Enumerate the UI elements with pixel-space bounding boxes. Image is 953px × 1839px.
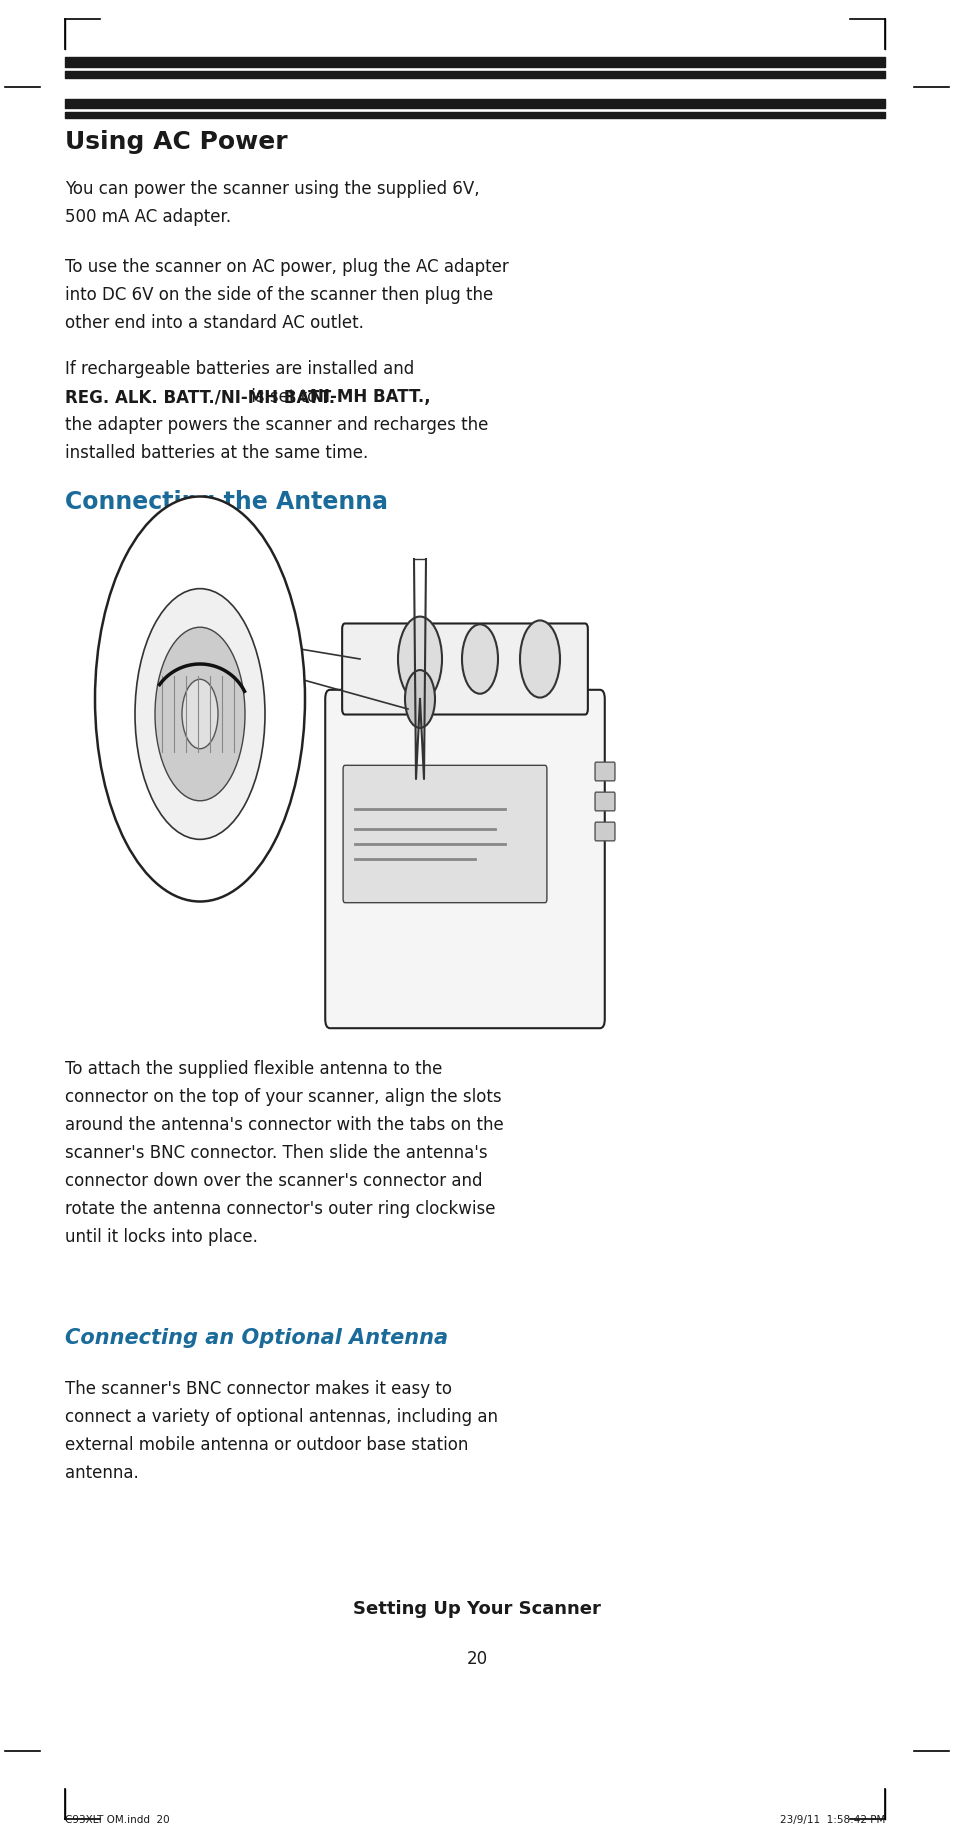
Text: 500 mA AC adapter.: 500 mA AC adapter. — [65, 208, 231, 226]
Text: connect a variety of optional antennas, including an: connect a variety of optional antennas, … — [65, 1407, 497, 1425]
FancyBboxPatch shape — [325, 690, 604, 1028]
Text: REG. ALK. BATT./NI-MH BATT.: REG. ALK. BATT./NI-MH BATT. — [65, 388, 335, 406]
Text: connector on the top of your scanner, align the slots: connector on the top of your scanner, al… — [65, 1087, 501, 1105]
Circle shape — [95, 497, 305, 901]
Text: external mobile antenna or outdoor base station: external mobile antenna or outdoor base … — [65, 1434, 468, 1453]
Text: installed batteries at the same time.: installed batteries at the same time. — [65, 443, 368, 462]
Text: The scanner's BNC connector makes it easy to: The scanner's BNC connector makes it eas… — [65, 1379, 452, 1398]
FancyBboxPatch shape — [595, 793, 615, 811]
Text: Connecting the Antenna: Connecting the Antenna — [65, 489, 388, 513]
Text: around the antenna's connector with the tabs on the: around the antenna's connector with the … — [65, 1116, 503, 1133]
Text: 20: 20 — [466, 1650, 487, 1668]
Circle shape — [397, 618, 441, 702]
Text: the adapter powers the scanner and recharges the: the adapter powers the scanner and recha… — [65, 416, 488, 434]
Text: C93XLT OM.indd  20: C93XLT OM.indd 20 — [65, 1813, 170, 1824]
Text: antenna.: antenna. — [65, 1464, 138, 1480]
Text: until it locks into place.: until it locks into place. — [65, 1227, 257, 1245]
Text: Connecting an Optional Antenna: Connecting an Optional Antenna — [65, 1328, 448, 1348]
Text: You can power the scanner using the supplied 6V,: You can power the scanner using the supp… — [65, 180, 479, 199]
Text: Setting Up Your Scanner: Setting Up Your Scanner — [353, 1600, 600, 1616]
Text: To attach the supplied flexible antenna to the: To attach the supplied flexible antenna … — [65, 1059, 442, 1078]
Text: Using AC Power: Using AC Power — [65, 131, 287, 154]
FancyBboxPatch shape — [343, 765, 546, 903]
Text: is set to: is set to — [246, 388, 322, 406]
FancyBboxPatch shape — [342, 623, 587, 715]
Circle shape — [135, 588, 265, 840]
Text: rotate the antenna connector's outer ring clockwise: rotate the antenna connector's outer rin… — [65, 1199, 495, 1217]
Circle shape — [461, 625, 497, 695]
Circle shape — [405, 671, 435, 728]
Text: To use the scanner on AC power, plug the AC adapter: To use the scanner on AC power, plug the… — [65, 257, 508, 276]
Text: other end into a standard AC outlet.: other end into a standard AC outlet. — [65, 314, 363, 331]
Text: into DC 6V on the side of the scanner then plug the: into DC 6V on the side of the scanner th… — [65, 285, 493, 303]
Text: connector down over the scanner's connector and: connector down over the scanner's connec… — [65, 1171, 482, 1190]
Text: 23/9/11  1:58:42 PM: 23/9/11 1:58:42 PM — [779, 1813, 884, 1824]
FancyBboxPatch shape — [595, 763, 615, 782]
Text: scanner's BNC connector. Then slide the antenna's: scanner's BNC connector. Then slide the … — [65, 1144, 487, 1162]
FancyBboxPatch shape — [595, 822, 615, 842]
Text: NI-MH BATT.,: NI-MH BATT., — [310, 388, 430, 406]
Circle shape — [519, 622, 559, 699]
Circle shape — [182, 680, 218, 748]
Circle shape — [154, 627, 245, 802]
Text: If rechargeable batteries are installed and: If rechargeable batteries are installed … — [65, 360, 414, 377]
